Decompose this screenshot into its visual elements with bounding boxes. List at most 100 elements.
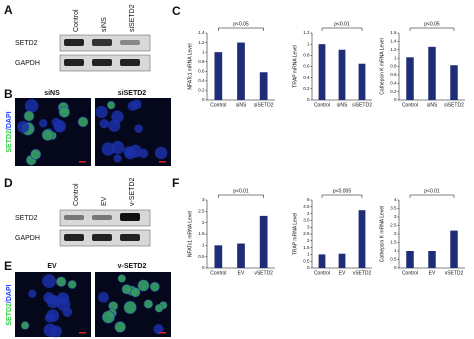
y-tick-label: 0.2 — [390, 89, 397, 94]
y-tick-label: 0.2 — [198, 88, 205, 93]
lane-label: siNS — [101, 17, 108, 32]
cell — [128, 144, 142, 158]
cell — [108, 119, 121, 132]
y-tick-label: 3.5 — [390, 206, 397, 211]
cell — [38, 119, 48, 128]
cell — [46, 309, 60, 323]
cell — [46, 294, 60, 309]
cell-stain — [78, 117, 88, 127]
x-tick-label: siSETD2 — [352, 102, 372, 108]
y-tick-label: 1 — [394, 55, 397, 60]
panel-letter: B — [4, 87, 13, 101]
y-axis-label: Cathepsin K mRNA Level — [379, 206, 385, 262]
y-tick-label: 4.5 — [303, 204, 310, 209]
cell-stain — [42, 129, 54, 141]
cell — [153, 323, 164, 335]
lane-label: v-SETD2 — [129, 178, 136, 207]
bar — [237, 243, 245, 268]
annotation: p<0.005 — [333, 188, 351, 194]
y-tick-label: 1.6 — [390, 30, 397, 35]
annotation: p<0.01 — [334, 21, 350, 27]
y-tick-label: 2 — [202, 220, 205, 225]
y-axis-label: TRAP mRNA Level — [292, 45, 298, 87]
y-tick-label: 3 — [307, 224, 310, 229]
cell-stain — [59, 107, 70, 118]
panel-letter: F — [172, 176, 179, 190]
y-tick-label: 4 — [307, 211, 310, 216]
lane-label: siSETD2 — [129, 4, 136, 32]
lane-label: Control — [73, 9, 80, 32]
cell-stain — [150, 282, 160, 292]
row-label: SETD2 — [15, 40, 38, 47]
y-tick-label: 1.5 — [303, 245, 310, 250]
cell-stain — [107, 101, 115, 109]
y-tick-label: 0.4 — [390, 80, 397, 85]
x-tick-label: vSETD2 — [353, 270, 372, 276]
bar — [428, 251, 436, 268]
y-tick-label: 1.5 — [390, 240, 397, 245]
bar — [237, 42, 245, 100]
y-tick-label: 0 — [307, 265, 310, 270]
stain-label: SETD2/DAPI — [6, 284, 13, 325]
y-tick-label: 1 — [307, 41, 310, 46]
x-tick-label: vSETD2 — [254, 270, 273, 276]
annotation: p<0.01 — [233, 188, 249, 194]
image-caption: EV — [47, 263, 57, 270]
cell-stain — [21, 321, 29, 330]
lane-label: EV — [101, 196, 108, 206]
stain-label: SETD2/DAPI — [6, 111, 13, 152]
cell — [28, 289, 37, 298]
row-label: GAPDH — [15, 60, 40, 67]
x-tick-label: siNS — [427, 102, 438, 108]
x-tick-label: vSETD2 — [445, 270, 464, 276]
cell — [113, 154, 122, 163]
y-tick-label: 0.8 — [198, 59, 205, 64]
x-tick-label: Control — [402, 270, 418, 276]
cell-stain — [24, 111, 34, 121]
bar — [406, 57, 414, 100]
y-axis-label: Cathepsin K mRNA Level — [379, 38, 385, 94]
annotation: p<0.05 — [233, 21, 249, 27]
y-tick-label: 1.4 — [198, 30, 205, 35]
cell — [127, 101, 138, 111]
significance-bracket — [409, 27, 455, 31]
y-tick-label: 3 — [202, 197, 205, 202]
western-blot — [59, 34, 151, 72]
y-tick-label: 0 — [307, 97, 310, 102]
cell-stain — [155, 304, 163, 313]
scale-bar — [79, 161, 86, 163]
y-tick-label: 1 — [202, 49, 205, 54]
annotation: p<0.05 — [424, 21, 440, 27]
y-tick-label: 1 — [394, 248, 397, 253]
y-axis-label: TRAP mRNA Level — [292, 213, 298, 255]
y-tick-label: 1.5 — [198, 231, 205, 236]
y-tick-label: 0.6 — [303, 64, 310, 69]
panel-letter: A — [4, 3, 13, 17]
cell — [17, 120, 30, 133]
x-tick-label: Control — [210, 270, 226, 276]
y-axis-label: NFATc1 mRNA Level — [187, 43, 193, 89]
stain-blue: /DAPI — [6, 284, 13, 303]
panel-letter: E — [4, 259, 12, 273]
y-tick-label: 2 — [307, 238, 310, 243]
y-tick-label: 0.6 — [390, 72, 397, 77]
cell-stain — [138, 280, 149, 291]
y-tick-label: 0 — [202, 97, 205, 102]
cell-stain — [124, 301, 137, 314]
panel-letter: C — [172, 4, 181, 18]
stain-blue: /DAPI — [6, 111, 13, 130]
bar — [259, 72, 268, 100]
row-label: SETD2 — [15, 215, 38, 222]
cell-stain — [118, 274, 126, 283]
cell — [95, 105, 108, 119]
y-tick-label: 4 — [394, 197, 397, 202]
bar — [214, 52, 223, 100]
y-tick-label: 2 — [394, 231, 397, 236]
y-tick-label: 5 — [307, 197, 310, 202]
x-tick-label: siSETD2 — [444, 102, 464, 108]
significance-bracket — [321, 27, 363, 31]
x-tick-label: EV — [339, 270, 346, 276]
cell — [98, 291, 109, 303]
y-tick-label: 0.5 — [390, 257, 397, 262]
bar — [450, 65, 458, 100]
